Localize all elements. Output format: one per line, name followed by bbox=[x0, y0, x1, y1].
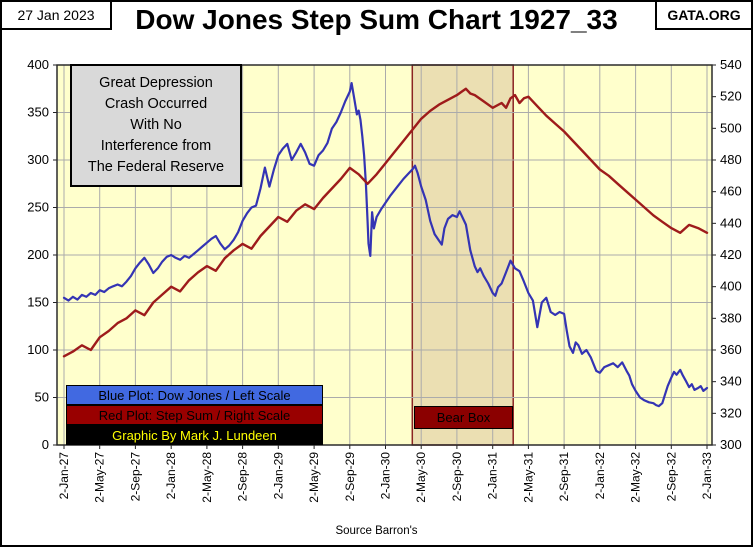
svg-text:520: 520 bbox=[720, 89, 742, 104]
svg-text:350: 350 bbox=[27, 105, 49, 120]
svg-text:2-Sep-28: 2-Sep-28 bbox=[236, 452, 250, 502]
svg-text:2-Sep-27: 2-Sep-27 bbox=[128, 452, 142, 502]
svg-text:150: 150 bbox=[27, 295, 49, 310]
left-axis-labels: 0 50 100 150 200 250 300 350 400 bbox=[27, 57, 49, 452]
svg-text:2-Jan-27: 2-Jan-27 bbox=[57, 452, 71, 500]
svg-text:2-Jan-29: 2-Jan-29 bbox=[271, 452, 285, 500]
svg-text:360: 360 bbox=[720, 342, 742, 357]
svg-text:2-Jan-32: 2-Jan-32 bbox=[593, 452, 607, 500]
svg-text:380: 380 bbox=[720, 310, 742, 325]
svg-text:2-Jan-30: 2-Jan-30 bbox=[379, 452, 393, 500]
svg-text:480: 480 bbox=[720, 152, 742, 167]
legend-step-sum: Red Plot: Step Sum / Right Scale bbox=[66, 405, 323, 425]
annotation-box: Great Depression Crash Occurred With No … bbox=[70, 64, 242, 188]
svg-text:2-Jan-33: 2-Jan-33 bbox=[700, 452, 714, 500]
annotation-line: With No bbox=[130, 117, 182, 134]
svg-text:2-May-31: 2-May-31 bbox=[521, 452, 535, 503]
svg-text:2-Sep-31: 2-Sep-31 bbox=[557, 452, 571, 502]
gata-org-box: GATA.ORG bbox=[655, 2, 751, 30]
svg-text:250: 250 bbox=[27, 200, 49, 215]
page-title: Dow Jones Step Sum Chart 1927_33 bbox=[135, 4, 618, 35]
bear-box-label: Bear Box bbox=[414, 406, 513, 429]
svg-text:400: 400 bbox=[27, 57, 49, 72]
svg-text:2-Sep-30: 2-Sep-30 bbox=[450, 452, 464, 502]
svg-text:420: 420 bbox=[720, 247, 742, 262]
source-note: Source Barron's bbox=[335, 525, 418, 537]
svg-text:2-May-27: 2-May-27 bbox=[93, 452, 107, 503]
svg-text:100: 100 bbox=[27, 342, 49, 357]
svg-text:2-May-32: 2-May-32 bbox=[629, 452, 643, 503]
gata-org-label: GATA.ORG bbox=[667, 7, 741, 23]
svg-text:0: 0 bbox=[42, 437, 49, 452]
date-label: 27 Jan 2023 bbox=[17, 7, 95, 23]
date-box: 27 Jan 2023 bbox=[2, 2, 112, 30]
svg-text:540: 540 bbox=[720, 57, 742, 72]
annotation-line: Interference from bbox=[100, 138, 212, 155]
legend-credit: Graphic By Mark J. Lundeen bbox=[66, 425, 323, 445]
annotation-line: The Federal Reserve bbox=[87, 159, 225, 176]
plot-frame bbox=[56, 64, 713, 446]
annotation-line: Crash Occurred bbox=[104, 96, 208, 113]
svg-text:300: 300 bbox=[720, 437, 742, 452]
svg-text:2-Sep-32: 2-Sep-32 bbox=[664, 452, 678, 502]
svg-text:2-Jan-28: 2-Jan-28 bbox=[164, 452, 178, 500]
svg-text:2-Jan-31: 2-Jan-31 bbox=[486, 452, 500, 500]
right-axis-labels: 300 320 340 360 380 400 420 440 460 480 500 520 540 bbox=[720, 57, 742, 452]
dow-jones-line bbox=[62, 82, 709, 408]
svg-text:2-May-28: 2-May-28 bbox=[200, 452, 214, 503]
svg-text:400: 400 bbox=[720, 279, 742, 294]
svg-text:2-Sep-29: 2-Sep-29 bbox=[343, 452, 357, 502]
svg-text:300: 300 bbox=[27, 152, 49, 167]
svg-text:500: 500 bbox=[720, 120, 742, 135]
svg-text:460: 460 bbox=[720, 184, 742, 199]
svg-text:2-May-29: 2-May-29 bbox=[307, 452, 321, 503]
legend-dow-jones: Blue Plot: Dow Jones / Left Scale bbox=[66, 385, 323, 405]
svg-text:200: 200 bbox=[27, 247, 49, 262]
svg-text:50: 50 bbox=[35, 390, 49, 405]
step-sum-line bbox=[62, 87, 709, 358]
svg-text:2-May-30: 2-May-30 bbox=[414, 452, 428, 503]
svg-text:340: 340 bbox=[720, 374, 742, 389]
svg-text:320: 320 bbox=[720, 405, 742, 420]
annotation-line: Great Depression bbox=[99, 75, 213, 91]
svg-text:440: 440 bbox=[720, 215, 742, 230]
x-axis-labels: 2-Jan-27 2-May-27 2-Sep-27 2-Jan-28 2-May-28… bbox=[57, 452, 714, 503]
